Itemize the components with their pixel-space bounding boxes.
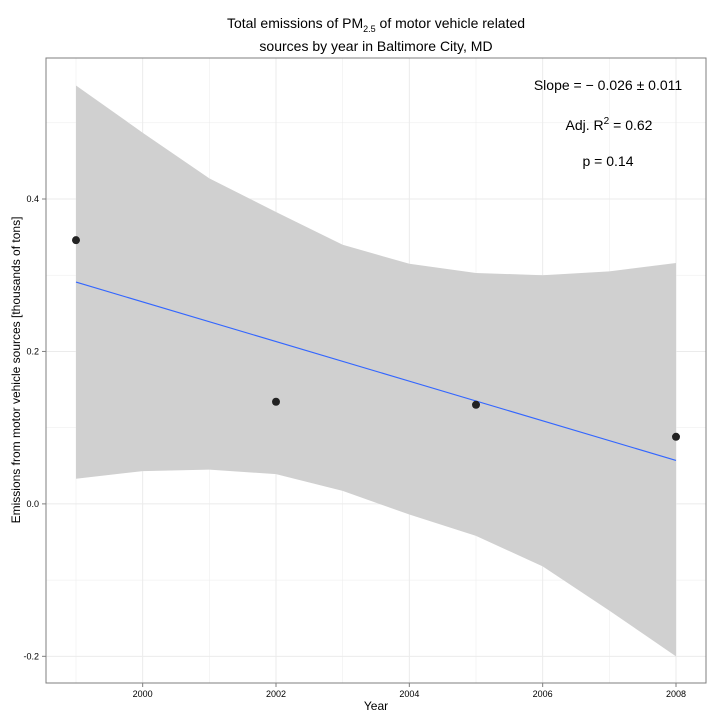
y-tick-label: -0.2 xyxy=(23,651,39,661)
x-tick-label: 2008 xyxy=(666,689,686,699)
chart-title-line1: Total emissions of PM2.5 of motor vehicl… xyxy=(227,15,525,34)
x-tick-label: 2000 xyxy=(133,689,153,699)
x-tick-label: 2006 xyxy=(533,689,553,699)
y-axis-ticks: -0.2 0.0 0.2 0.4 xyxy=(23,194,46,661)
y-tick-label: 0.0 xyxy=(26,499,39,509)
data-point xyxy=(672,432,680,441)
y-axis-label: Emissions from motor vehicle sources [th… xyxy=(9,217,23,524)
p-value-annotation: p = 0.14 xyxy=(583,153,634,169)
y-tick-label: 0.4 xyxy=(26,194,39,204)
plot-border xyxy=(45,57,707,684)
y-tick-label: 0.2 xyxy=(26,346,39,356)
slope-annotation: Slope = − 0.026 ± 0.011 xyxy=(534,77,683,93)
data-point xyxy=(472,400,480,409)
x-axis-ticks: 2000 2002 2004 2006 2008 xyxy=(133,683,686,699)
chart-title-line2: sources by year in Baltimore City, MD xyxy=(259,38,492,54)
x-tick-label: 2002 xyxy=(266,689,286,699)
r-squared-annotation: Adj. R2 = 0.62 xyxy=(566,116,653,133)
x-axis-label: Year xyxy=(364,699,388,713)
data-points xyxy=(72,236,680,441)
data-point xyxy=(272,397,280,406)
x-tick-label: 2004 xyxy=(399,689,419,699)
data-point xyxy=(72,236,80,245)
regression-line xyxy=(75,281,677,461)
